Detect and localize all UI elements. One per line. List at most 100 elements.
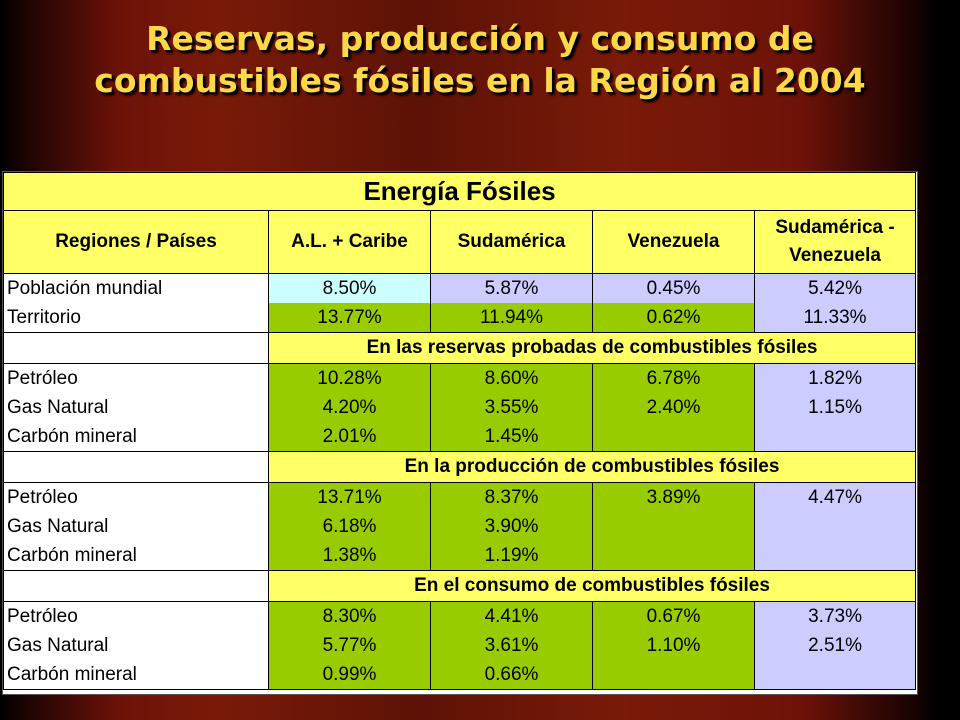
produccion-sud-ven: 4.47% <box>753 482 917 571</box>
value-cell: 4.47% <box>808 487 862 508</box>
value-cell: 13.77% <box>269 303 430 332</box>
value-cell: 1.82% <box>808 368 862 389</box>
value-cell: 0.62% <box>593 303 754 332</box>
section-spacer <box>3 570 269 602</box>
row-label: Petróleo <box>7 606 78 627</box>
value-cell: 0.45% <box>593 274 754 303</box>
general-venezuela: 0.45% 0.62% <box>592 273 755 333</box>
row-label: Población mundial <box>7 278 163 299</box>
reservas-sudamerica: 8.60% 3.55% 1.45% <box>430 363 593 452</box>
section-rows-reservas: Petróleo Gas Natural Carbón mineral 10.2… <box>3 363 917 452</box>
value-cell: 1.19% <box>484 545 539 566</box>
value-cell: 5.87% <box>431 274 592 303</box>
value-cell <box>593 660 754 689</box>
value-cell: 5.42% <box>808 278 862 299</box>
header-sudamerica-venezuela: Sudamérica - Venezuela <box>753 210 917 274</box>
consumo-al-caribe: 8.30% 5.77% 0.99% <box>268 601 431 690</box>
general-al-caribe: 8.50% 13.77% <box>268 273 431 333</box>
value-cell <box>593 422 754 451</box>
row-label: Gas Natural <box>7 635 109 656</box>
value-cell <box>593 541 754 570</box>
slide-title-line-1: Reservas, producción y consumo de <box>146 19 814 58</box>
value-cell: 13.71% <box>317 487 382 508</box>
section-title-produccion: En la producción de combustibles fósiles <box>267 451 917 483</box>
section-header-row: En la producción de combustibles fósiles <box>3 451 917 483</box>
value-cell: 11.33% <box>803 307 867 328</box>
value-cell: 1.45% <box>484 426 539 447</box>
header-sudamerica: Sudamérica <box>430 210 593 274</box>
section-header-row: En el consumo de combustibles fósiles <box>3 570 917 602</box>
row-label: Territorio <box>7 307 81 328</box>
value-cell: 1.10% <box>646 635 701 656</box>
value-cell: 3.55% <box>484 397 539 418</box>
value-cell: 10.28% <box>317 368 382 389</box>
value-cell <box>755 512 915 541</box>
value-cell: 6.18% <box>322 516 377 537</box>
slide-title-line-2: combustibles fósiles en la Región al 200… <box>94 61 866 100</box>
section-spacer <box>3 332 269 364</box>
value-cell: 3.90% <box>484 516 539 537</box>
row-label: Gas Natural <box>7 516 109 537</box>
slide-title: Reservas, producción y consumo de combus… <box>0 18 960 102</box>
value-cell <box>755 541 915 570</box>
section-labels: Petróleo Gas Natural Carbón mineral <box>3 601 269 690</box>
energy-table: Energía Fósiles Regiones / Países A.L. +… <box>2 172 917 690</box>
section-labels: Petróleo Gas Natural Carbón mineral <box>3 482 269 571</box>
value-cell: 4.41% <box>484 606 539 627</box>
value-cell: 2.01% <box>322 426 377 447</box>
header-row: Regiones / Países A.L. + Caribe Sudaméri… <box>3 210 917 274</box>
section-rows-produccion: Petróleo Gas Natural Carbón mineral 13.7… <box>3 482 917 571</box>
header-venezuela: Venezuela <box>592 210 755 274</box>
general-sudamerica: 5.87% 11.94% <box>430 273 593 333</box>
value-cell: 3.61% <box>484 635 539 656</box>
row-label: Carbón mineral <box>7 664 137 685</box>
section-spacer <box>3 451 269 483</box>
table-title: Energía Fósiles <box>2 172 917 211</box>
general-labels: Población mundial Territorio <box>3 273 269 333</box>
value-cell: 5.77% <box>322 635 377 656</box>
value-cell: 8.30% <box>322 606 377 627</box>
value-cell <box>593 512 754 541</box>
row-label: Petróleo <box>7 368 78 389</box>
energy-table-container: Energía Fósiles Regiones / Países A.L. +… <box>2 171 918 695</box>
value-cell: 2.51% <box>808 635 862 656</box>
row-label: Gas Natural <box>7 397 109 418</box>
value-cell: 4.20% <box>322 397 377 418</box>
value-cell <box>755 660 915 689</box>
value-cell: 1.38% <box>322 545 377 566</box>
section-title-reservas: En las reservas probadas de combustibles… <box>267 332 917 364</box>
section-labels: Petróleo Gas Natural Carbón mineral <box>3 363 269 452</box>
row-label: Carbón mineral <box>7 426 137 447</box>
value-cell: 1.15% <box>808 397 862 418</box>
section-rows-consumo: Petróleo Gas Natural Carbón mineral 8.30… <box>3 601 917 690</box>
value-cell: 3.89% <box>646 487 701 508</box>
value-cell: 6.78% <box>646 368 701 389</box>
general-sud-ven: 5.42% 11.33% <box>753 273 917 333</box>
value-cell: 8.37% <box>484 487 539 508</box>
reservas-venezuela: 6.78% 2.40% <box>592 363 755 452</box>
section-header-row: En las reservas probadas de combustibles… <box>3 332 917 364</box>
reservas-al-caribe: 10.28% 4.20% 2.01% <box>268 363 431 452</box>
consumo-sudamerica: 4.41% 3.61% 0.66% <box>430 601 593 690</box>
produccion-sudamerica: 8.37% 3.90% 1.19% <box>430 482 593 571</box>
value-cell: 0.66% <box>484 664 539 685</box>
row-label: Petróleo <box>7 487 78 508</box>
produccion-al-caribe: 13.71% 6.18% 1.38% <box>268 482 431 571</box>
reservas-sud-ven: 1.82% 1.15% <box>753 363 917 452</box>
produccion-venezuela: 3.89% <box>592 482 755 571</box>
value-cell: 2.40% <box>646 397 701 418</box>
consumo-sud-ven: 3.73% 2.51% <box>753 601 917 690</box>
value-cell: 8.50% <box>269 274 430 303</box>
value-cell <box>755 422 915 451</box>
value-cell: 8.60% <box>484 368 539 389</box>
section-title-consumo: En el consumo de combustibles fósiles <box>267 570 917 602</box>
general-rows: Población mundial Territorio 8.50% 13.77… <box>3 273 917 333</box>
consumo-venezuela: 0.67% 1.10% <box>592 601 755 690</box>
value-cell: 0.67% <box>646 606 701 627</box>
header-regiones: Regiones / Países <box>3 210 269 274</box>
value-cell: 3.73% <box>808 606 862 627</box>
header-al-caribe: A.L. + Caribe <box>268 210 431 274</box>
value-cell: 0.99% <box>322 664 377 685</box>
value-cell: 11.94% <box>431 303 592 332</box>
row-label: Carbón mineral <box>7 545 137 566</box>
